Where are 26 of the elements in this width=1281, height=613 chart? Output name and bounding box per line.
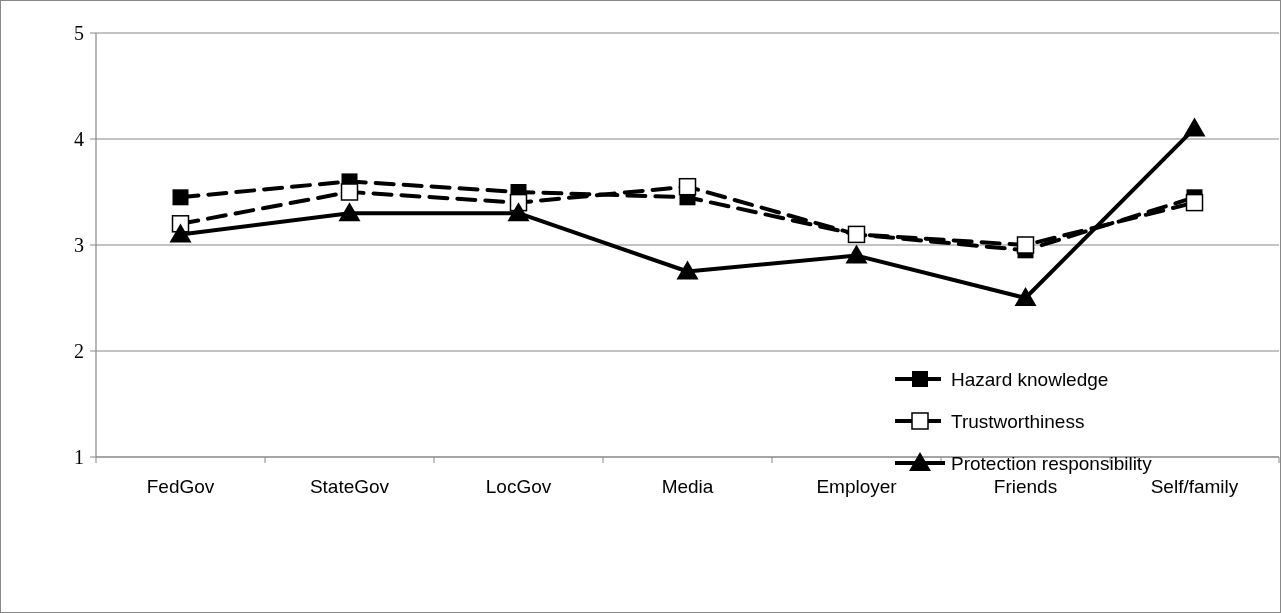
y-tick-label: 3 <box>74 234 84 256</box>
y-tick-label: 5 <box>74 22 84 44</box>
legend-label: Trustworthiness <box>951 410 1085 432</box>
point <box>507 202 530 222</box>
x-tick-label: StateGov <box>309 476 390 497</box>
x-tick-label: Friends <box>993 476 1058 497</box>
point <box>1014 287 1037 306</box>
legend-label: Hazard knowledge <box>951 368 1109 390</box>
x-tick-label: Employer <box>816 476 898 497</box>
x-tick-label: LocGov <box>485 476 552 497</box>
point <box>340 183 359 201</box>
point <box>676 260 699 280</box>
x-tick-label: FedGov <box>146 476 215 497</box>
point <box>1185 193 1204 212</box>
y-tick-label: 2 <box>74 340 84 362</box>
point <box>1016 236 1035 254</box>
point <box>172 189 189 206</box>
x-tick-label: Self/family <box>1150 476 1239 497</box>
legend-label: Protection responsibility <box>951 452 1153 474</box>
point <box>338 202 361 222</box>
point <box>169 223 192 243</box>
x-tick-label: Media <box>661 476 714 497</box>
y-tick-label: 4 <box>74 128 84 150</box>
point <box>845 244 868 264</box>
point <box>678 177 697 196</box>
y-tick-label: 1 <box>74 446 84 468</box>
